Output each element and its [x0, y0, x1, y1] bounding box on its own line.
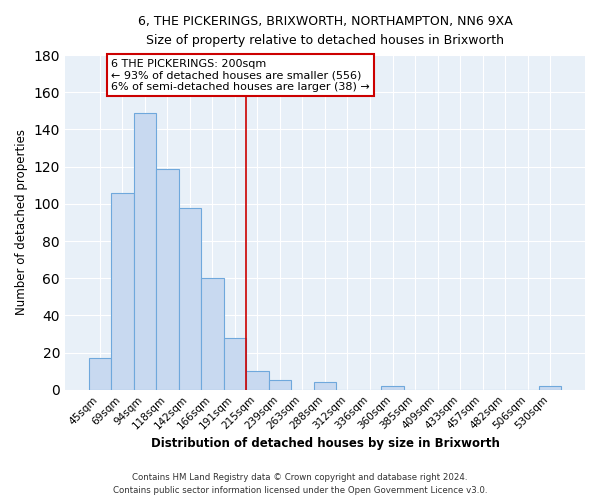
- Text: Contains HM Land Registry data © Crown copyright and database right 2024.
Contai: Contains HM Land Registry data © Crown c…: [113, 474, 487, 495]
- Bar: [179, 208, 201, 390]
- Bar: [381, 386, 404, 390]
- Bar: [201, 278, 224, 390]
- Bar: [269, 380, 291, 390]
- Title: 6, THE PICKERINGS, BRIXWORTH, NORTHAMPTON, NN6 9XA
Size of property relative to : 6, THE PICKERINGS, BRIXWORTH, NORTHAMPTO…: [137, 15, 512, 47]
- Bar: [111, 192, 134, 390]
- Bar: [89, 358, 111, 390]
- Bar: [134, 112, 156, 390]
- Bar: [314, 382, 336, 390]
- Bar: [156, 168, 179, 390]
- Bar: [246, 371, 269, 390]
- Bar: [539, 386, 562, 390]
- Y-axis label: Number of detached properties: Number of detached properties: [15, 130, 28, 316]
- Text: 6 THE PICKERINGS: 200sqm
← 93% of detached houses are smaller (556)
6% of semi-d: 6 THE PICKERINGS: 200sqm ← 93% of detach…: [111, 59, 370, 92]
- Bar: [224, 338, 246, 390]
- X-axis label: Distribution of detached houses by size in Brixworth: Distribution of detached houses by size …: [151, 437, 499, 450]
